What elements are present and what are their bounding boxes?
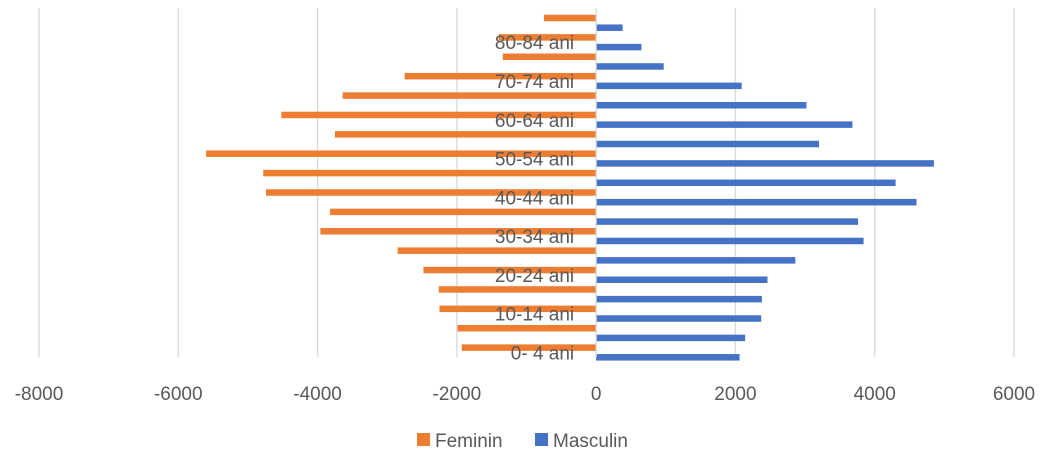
legend-swatch-feminin	[417, 433, 430, 446]
x-tick-label: 4000	[854, 384, 896, 405]
bar-feminin	[543, 14, 597, 22]
bar-masculin	[596, 82, 742, 90]
bar-masculin	[596, 354, 740, 361]
bar-masculin	[596, 179, 896, 187]
category-label: 20-24 ani	[495, 266, 574, 287]
category-label: 0- 4 ani	[511, 343, 574, 364]
bar-masculin	[596, 63, 664, 70]
bar-feminin	[404, 72, 597, 80]
category-label: 40-44 ani	[495, 188, 574, 209]
bar-masculin	[596, 334, 746, 342]
bars	[206, 8, 934, 361]
bar-feminin	[439, 305, 597, 313]
legend-swatch-masculin	[535, 433, 548, 446]
category-label: 60-64 ani	[495, 111, 574, 132]
bar-feminin	[320, 228, 597, 235]
bar-masculin	[596, 140, 819, 148]
category-label: 80-84 ani	[495, 33, 574, 54]
legend: Feminin Masculin	[417, 431, 628, 452]
bar-feminin	[263, 169, 597, 177]
bar-masculin	[596, 257, 796, 264]
bar-masculin	[596, 218, 858, 225]
category-label: 10-14 ani	[495, 305, 574, 326]
x-tick-label: 2000	[714, 384, 756, 405]
legend-label-masculin: Masculin	[553, 431, 628, 452]
x-tick-label: -8000	[15, 384, 64, 405]
bar-feminin	[266, 189, 597, 196]
bar-feminin	[457, 324, 597, 332]
bar-masculin	[596, 198, 917, 206]
bar-feminin	[438, 286, 597, 293]
bar-feminin	[281, 111, 597, 119]
bar-feminin	[397, 247, 597, 254]
bar-masculin	[596, 121, 853, 128]
x-tick-label: -2000	[433, 384, 482, 405]
bar-masculin	[596, 295, 762, 303]
category-label: 30-34 ani	[495, 227, 574, 248]
category-label: 70-74 ani	[495, 72, 574, 93]
bar-feminin	[502, 53, 597, 61]
bar-feminin	[342, 92, 597, 99]
bar-feminin	[334, 131, 597, 138]
bar-masculin	[596, 237, 864, 245]
legend-label-feminin: Feminin	[435, 431, 503, 452]
bar-masculin	[596, 24, 623, 31]
category-label: 50-54 ani	[495, 150, 574, 171]
bar-feminin	[206, 150, 597, 157]
bar-feminin	[498, 34, 597, 41]
x-tick-label: 0	[591, 384, 602, 405]
x-tick-label: -4000	[293, 384, 342, 405]
bar-feminin	[330, 208, 597, 216]
bar-feminin	[423, 266, 597, 274]
bar-masculin	[596, 276, 768, 283]
x-tick-label: 6000	[993, 384, 1035, 405]
x-tick-label: -6000	[154, 384, 203, 405]
bar-feminin	[461, 344, 597, 351]
category-labels: 0- 4 ani 10-14 ani 20-24 ani 30-34 ani 40-44…	[495, 33, 574, 364]
bar-masculin	[596, 102, 807, 109]
x-axis-tick-labels: -8000 -6000 -4000 -2000 0 2000 4000 6000	[15, 384, 1035, 405]
bar-masculin	[596, 315, 762, 322]
bar-masculin	[596, 160, 934, 167]
bar-masculin	[596, 43, 642, 51]
